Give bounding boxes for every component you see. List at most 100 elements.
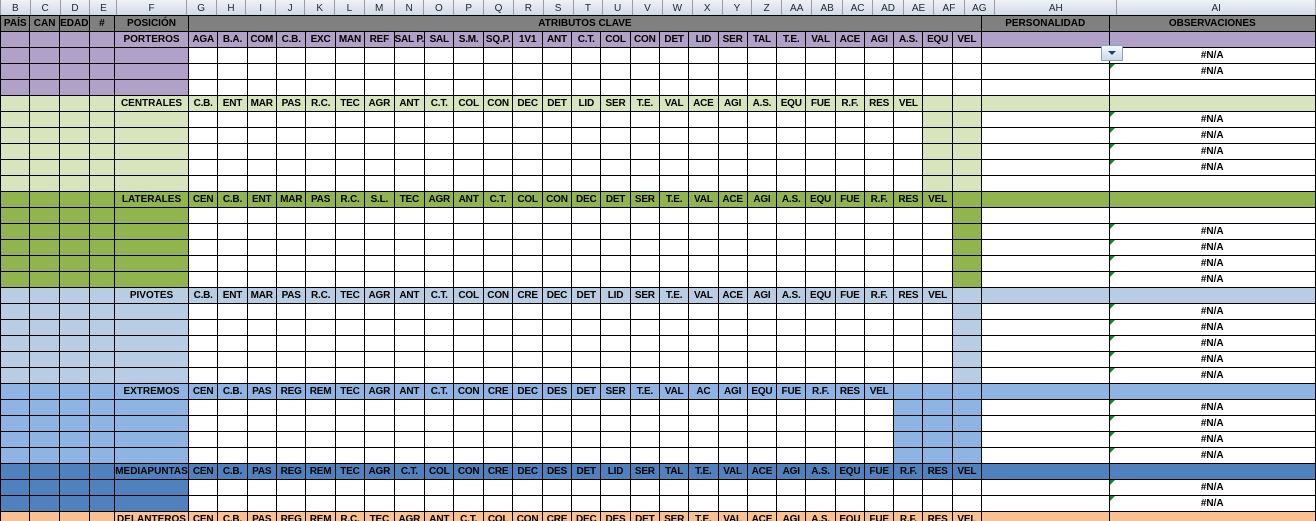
attribute-value-cell[interactable]	[922, 47, 953, 64]
attribute-value-cell[interactable]	[922, 255, 953, 272]
attribute-value-cell[interactable]	[688, 367, 719, 384]
column-header-g[interactable]: G	[185, 0, 217, 18]
column-header-t[interactable]: T	[572, 0, 604, 18]
row-meta-cell[interactable]	[29, 367, 60, 384]
attribute-value-cell[interactable]	[864, 303, 895, 320]
attribute-value-cell[interactable]	[541, 335, 573, 352]
attribute-value-cell[interactable]	[776, 79, 807, 96]
attribute-value-cell[interactable]	[393, 271, 426, 288]
attribute-value-cell[interactable]	[453, 79, 484, 96]
attribute-value-cell[interactable]	[864, 255, 895, 272]
column-header-i[interactable]: I	[245, 0, 276, 18]
worksheet-grid[interactable]: PAÍS CAN EDAD # POSICIÓN ATRIBUTOS CLAVE PERSO…	[0, 15, 1316, 521]
attribute-value-cell[interactable]	[776, 47, 807, 64]
personalidad-cell[interactable]	[980, 303, 1110, 320]
attribute-value-cell[interactable]	[424, 367, 455, 384]
attribute-value-cell[interactable]	[805, 159, 836, 176]
attribute-value-cell[interactable]	[688, 319, 719, 336]
attribute-value-cell[interactable]	[805, 479, 836, 496]
attribute-value-cell[interactable]	[512, 159, 543, 176]
attribute-filler-cell[interactable]	[951, 319, 982, 336]
attribute-value-cell[interactable]	[600, 447, 631, 464]
attribute-value-cell[interactable]	[453, 303, 484, 320]
attribute-value-cell[interactable]	[776, 495, 807, 512]
attribute-value-cell[interactable]	[334, 303, 366, 320]
attribute-value-cell[interactable]	[541, 399, 573, 416]
attribute-value-cell[interactable]	[424, 223, 455, 240]
attribute-value-cell[interactable]	[305, 447, 336, 464]
attribute-value-cell[interactable]	[246, 63, 277, 80]
personalidad-band-delanteros[interactable]	[980, 511, 1110, 521]
attribute-value-cell[interactable]	[217, 335, 248, 352]
attribute-value-cell[interactable]	[922, 79, 953, 96]
row-meta-cell[interactable]	[29, 143, 60, 160]
attribute-value-cell[interactable]	[482, 79, 514, 96]
row-meta-cell[interactable]	[58, 255, 90, 272]
attribute-value-cell[interactable]	[453, 255, 484, 272]
attribute-value-cell[interactable]	[629, 271, 661, 288]
row-meta-cell[interactable]	[0, 143, 31, 160]
attribute-value-cell[interactable]	[659, 127, 690, 144]
attribute-value-cell[interactable]	[629, 223, 661, 240]
attribute-value-cell[interactable]	[864, 47, 895, 64]
table-row[interactable]: #N/A	[0, 431, 1316, 448]
attribute-value-cell[interactable]	[541, 239, 573, 256]
attribute-value-cell[interactable]	[893, 111, 924, 128]
attribute-value-cell[interactable]	[275, 111, 307, 128]
attribute-value-cell[interactable]	[187, 351, 219, 368]
attribute-value-cell[interactable]	[717, 367, 748, 384]
attribute-value-cell[interactable]	[834, 303, 866, 320]
personalidad-band-pivotes[interactable]	[980, 287, 1110, 304]
attribute-value-cell[interactable]	[187, 223, 219, 240]
attribute-value-cell[interactable]	[629, 63, 661, 80]
row-meta-cell[interactable]	[114, 431, 189, 448]
attribute-value-cell[interactable]	[305, 239, 336, 256]
observaciones-na-cell[interactable]: #N/A	[1108, 431, 1316, 448]
attribute-value-cell[interactable]	[275, 367, 307, 384]
attribute-value-cell[interactable]	[453, 495, 484, 512]
section-porteros-cell[interactable]	[58, 31, 90, 48]
attribute-value-cell[interactable]	[275, 207, 307, 224]
attribute-value-cell[interactable]	[364, 63, 395, 80]
row-meta-cell[interactable]	[58, 47, 90, 64]
attribute-value-cell[interactable]	[659, 335, 690, 352]
attribute-value-cell[interactable]	[246, 399, 277, 416]
attribute-value-cell[interactable]	[187, 431, 219, 448]
attribute-value-cell[interactable]	[512, 79, 543, 96]
observaciones-band-laterales[interactable]	[1108, 191, 1316, 208]
attribute-filler-cell[interactable]	[951, 303, 982, 320]
column-header-c[interactable]: C	[29, 0, 61, 18]
attribute-value-cell[interactable]	[246, 271, 277, 288]
row-meta-cell[interactable]	[29, 495, 60, 512]
attribute-value-cell[interactable]	[424, 399, 455, 416]
attribute-value-cell[interactable]	[834, 415, 866, 432]
attribute-value-cell[interactable]	[805, 415, 836, 432]
attribute-value-cell[interactable]	[893, 351, 924, 368]
row-meta-cell[interactable]	[58, 239, 90, 256]
attribute-value-cell[interactable]	[746, 431, 778, 448]
row-meta-cell[interactable]	[114, 495, 189, 512]
attribute-value-cell[interactable]	[187, 335, 219, 352]
attribute-value-cell[interactable]	[893, 127, 924, 144]
table-row[interactable]: #N/A	[0, 303, 1316, 320]
attribute-value-cell[interactable]	[364, 335, 395, 352]
row-meta-cell[interactable]	[58, 335, 90, 352]
row-meta-cell[interactable]	[29, 351, 60, 368]
attribute-value-cell[interactable]	[217, 127, 248, 144]
attribute-value-cell[interactable]	[217, 47, 248, 64]
attribute-value-cell[interactable]	[541, 351, 573, 368]
attribute-value-cell[interactable]	[864, 79, 895, 96]
section-mediapuntas-cell[interactable]	[88, 463, 116, 480]
attribute-value-cell[interactable]	[246, 479, 277, 496]
attribute-value-cell[interactable]	[688, 159, 719, 176]
attribute-value-cell[interactable]	[217, 495, 248, 512]
row-meta-cell[interactable]	[88, 399, 116, 416]
attribute-value-cell[interactable]	[393, 367, 426, 384]
attribute-value-cell[interactable]	[746, 207, 778, 224]
attribute-value-cell[interactable]	[364, 127, 395, 144]
attribute-value-cell[interactable]	[334, 447, 366, 464]
attribute-value-cell[interactable]	[746, 367, 778, 384]
attribute-value-cell[interactable]	[864, 495, 895, 512]
attribute-value-cell[interactable]	[275, 351, 307, 368]
attribute-value-cell[interactable]	[217, 319, 248, 336]
